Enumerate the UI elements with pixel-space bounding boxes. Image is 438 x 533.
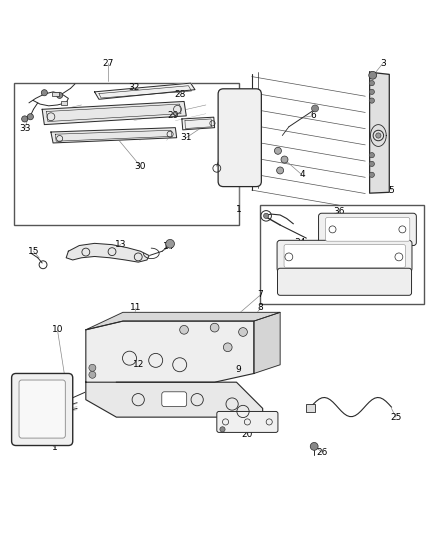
Text: 14: 14 xyxy=(163,243,174,252)
Circle shape xyxy=(369,161,374,166)
Circle shape xyxy=(369,71,377,79)
Polygon shape xyxy=(95,83,195,99)
Text: 31: 31 xyxy=(180,133,192,142)
Bar xyxy=(14,83,239,225)
Polygon shape xyxy=(42,101,186,125)
Text: 36: 36 xyxy=(333,207,345,216)
FancyBboxPatch shape xyxy=(218,89,261,187)
Text: 33: 33 xyxy=(19,125,31,133)
Circle shape xyxy=(239,328,247,336)
FancyBboxPatch shape xyxy=(162,392,187,407)
Polygon shape xyxy=(51,128,177,143)
Text: 4: 4 xyxy=(299,171,305,179)
FancyBboxPatch shape xyxy=(12,374,73,446)
Polygon shape xyxy=(86,321,254,382)
Text: 32: 32 xyxy=(128,83,140,92)
Text: 9: 9 xyxy=(236,365,241,374)
Circle shape xyxy=(277,167,284,174)
Polygon shape xyxy=(370,72,389,193)
Text: 30: 30 xyxy=(134,161,146,171)
Text: 34: 34 xyxy=(294,238,305,247)
Bar xyxy=(261,205,424,304)
Text: 37: 37 xyxy=(303,264,314,273)
Text: 27: 27 xyxy=(102,59,113,68)
Circle shape xyxy=(369,98,374,103)
FancyBboxPatch shape xyxy=(284,245,406,268)
Polygon shape xyxy=(86,312,280,330)
FancyBboxPatch shape xyxy=(217,411,278,432)
Text: 8: 8 xyxy=(258,303,263,312)
Circle shape xyxy=(89,372,96,378)
Text: 1: 1 xyxy=(236,205,241,214)
Text: 3: 3 xyxy=(380,59,385,68)
Polygon shape xyxy=(66,244,149,262)
Circle shape xyxy=(310,442,318,450)
Bar xyxy=(60,101,67,105)
Text: 15: 15 xyxy=(28,247,39,256)
Circle shape xyxy=(223,343,232,352)
Circle shape xyxy=(264,213,269,219)
Text: 29: 29 xyxy=(167,111,179,120)
Circle shape xyxy=(21,116,28,122)
Circle shape xyxy=(220,427,225,432)
Circle shape xyxy=(41,90,47,96)
FancyBboxPatch shape xyxy=(277,240,412,272)
Text: 25: 25 xyxy=(390,413,402,422)
Text: 10: 10 xyxy=(52,325,63,334)
FancyBboxPatch shape xyxy=(278,268,412,295)
Circle shape xyxy=(89,364,96,372)
Text: 7: 7 xyxy=(258,290,263,300)
Text: 28: 28 xyxy=(174,90,185,99)
Text: 11: 11 xyxy=(130,303,142,312)
Text: 1: 1 xyxy=(53,443,58,452)
Circle shape xyxy=(369,89,374,94)
Circle shape xyxy=(376,133,381,138)
Circle shape xyxy=(311,105,318,112)
Circle shape xyxy=(166,239,174,248)
Polygon shape xyxy=(254,312,280,374)
Polygon shape xyxy=(182,117,215,130)
Polygon shape xyxy=(86,382,263,417)
FancyBboxPatch shape xyxy=(325,217,410,241)
Text: 6: 6 xyxy=(310,111,316,120)
Circle shape xyxy=(180,326,188,334)
Text: 20: 20 xyxy=(242,430,253,439)
Circle shape xyxy=(369,152,374,158)
FancyBboxPatch shape xyxy=(318,213,417,246)
Text: 12: 12 xyxy=(133,360,144,369)
Circle shape xyxy=(369,80,374,86)
Circle shape xyxy=(281,156,288,163)
FancyBboxPatch shape xyxy=(19,380,65,438)
Text: 5: 5 xyxy=(389,185,394,195)
Text: 26: 26 xyxy=(316,448,327,457)
Bar xyxy=(306,404,315,412)
Text: 38: 38 xyxy=(309,277,321,286)
Circle shape xyxy=(369,172,374,177)
Circle shape xyxy=(27,114,33,120)
Bar xyxy=(52,92,59,96)
Circle shape xyxy=(210,323,219,332)
Circle shape xyxy=(275,147,282,154)
Text: 21: 21 xyxy=(351,251,362,260)
Circle shape xyxy=(57,92,63,99)
Text: 13: 13 xyxy=(115,240,127,249)
